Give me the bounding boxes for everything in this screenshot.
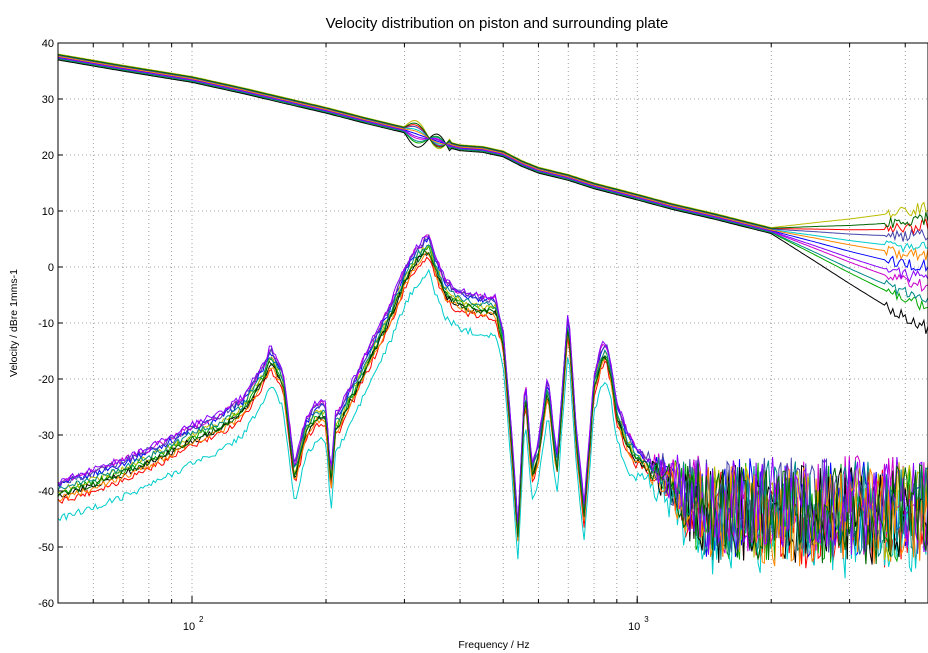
plot-area bbox=[57, 53, 928, 579]
axes: 40 30 20 10 0 -10 -20 -30 -40 -50 -60 10 2 10 3 bbox=[38, 38, 906, 633]
x-tick-label-exponent: 3 bbox=[644, 615, 649, 624]
x-tick-label: 10 bbox=[628, 621, 640, 633]
plate-velocity-line bbox=[57, 249, 928, 565]
piston-velocity-line bbox=[57, 57, 928, 283]
y-tick-label: 10 bbox=[42, 206, 54, 218]
piston-velocity-line bbox=[57, 56, 928, 273]
y-tick-label: -10 bbox=[38, 318, 54, 330]
plate-velocity-line bbox=[57, 243, 928, 562]
y-tick-label: -30 bbox=[38, 430, 54, 442]
x-tick-label: 10 bbox=[183, 621, 195, 633]
y-tick-label: -60 bbox=[38, 598, 54, 610]
piston-velocity-line bbox=[57, 54, 928, 242]
plate-velocity-line bbox=[57, 268, 928, 579]
chart-title: Velocity distribution on piston and surr… bbox=[326, 15, 669, 32]
piston-velocity-line bbox=[57, 53, 928, 228]
y-tick-label: 20 bbox=[42, 150, 54, 162]
plate-velocity-line bbox=[57, 236, 928, 555]
y-tick-label: 40 bbox=[42, 38, 54, 50]
plate-velocity-line bbox=[57, 251, 928, 567]
piston-velocity-line bbox=[57, 58, 928, 303]
piston-velocity-line bbox=[57, 59, 928, 334]
y-axis-label: Velocity / dBre 1mms-1 bbox=[8, 269, 20, 377]
piston-velocity-line bbox=[57, 58, 928, 311]
x-tick-label-exponent: 2 bbox=[199, 615, 204, 624]
y-tick-label: -20 bbox=[38, 374, 54, 386]
plate-velocity-line bbox=[57, 234, 928, 555]
x-axis-label: Frequency / Hz bbox=[458, 639, 529, 651]
piston-velocity-line bbox=[57, 55, 928, 262]
plot-frame bbox=[57, 42, 928, 604]
y-tick-label: -40 bbox=[38, 486, 54, 498]
y-tick-label: 0 bbox=[48, 262, 54, 274]
y-tick-label: -50 bbox=[38, 542, 54, 554]
piston-velocity-line bbox=[57, 57, 928, 293]
piston-velocity-line bbox=[57, 54, 928, 229]
y-tick-label: 30 bbox=[42, 94, 54, 106]
